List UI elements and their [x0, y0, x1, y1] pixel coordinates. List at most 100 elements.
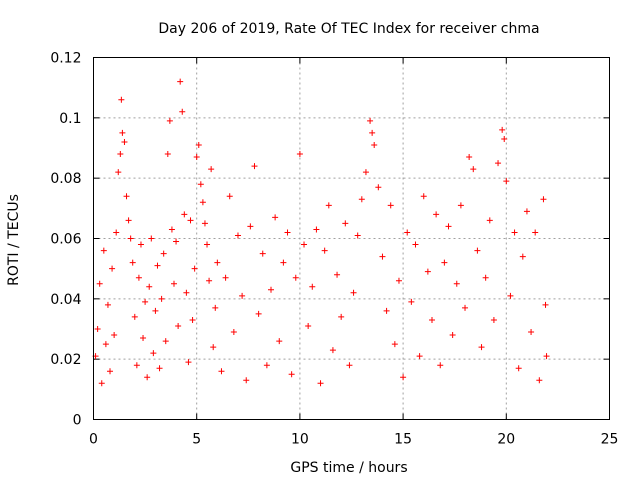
grid [93, 57, 610, 420]
data-point [470, 166, 477, 173]
data-point [263, 362, 270, 369]
data-point [115, 169, 122, 176]
data-point [338, 313, 345, 320]
data-point [428, 316, 435, 323]
y-tick-label: 0.08 [50, 171, 81, 187]
data-point [523, 208, 530, 215]
data-point [536, 377, 543, 384]
x-tick-label: 15 [394, 432, 412, 448]
data-point [214, 259, 221, 266]
data-point [543, 353, 550, 360]
data-point [329, 347, 336, 354]
data-point [395, 277, 402, 284]
x-tick-label: 10 [291, 432, 309, 448]
data-point [474, 247, 481, 254]
data-point [133, 362, 140, 369]
data-point [119, 129, 126, 136]
data-point [160, 250, 167, 257]
data-point [453, 280, 460, 287]
data-point [166, 117, 173, 124]
data-point [532, 229, 539, 236]
data-point [449, 332, 456, 339]
data-point [150, 350, 157, 357]
data-point [499, 126, 506, 133]
data-point [412, 241, 419, 248]
data-point [259, 250, 266, 257]
data-point [137, 241, 144, 248]
data-point [104, 301, 111, 308]
data-point [129, 259, 136, 266]
y-tick-label: 0 [73, 413, 82, 429]
data-point [404, 229, 411, 236]
data-point [113, 229, 120, 236]
data-point [177, 78, 184, 85]
data-point [218, 368, 225, 375]
data-point [204, 241, 211, 248]
data-point [305, 322, 312, 329]
data-point [540, 196, 547, 203]
data-point [111, 332, 118, 339]
y-tick-label: 0.1 [59, 111, 81, 127]
data-point [495, 160, 502, 167]
data-point [142, 298, 149, 305]
data-point [437, 362, 444, 369]
data-point [251, 163, 258, 170]
data-point [127, 235, 134, 242]
data-point [466, 154, 473, 161]
data-point [107, 368, 114, 375]
data-point [342, 220, 349, 227]
data-point [280, 259, 287, 266]
data-point [528, 329, 535, 336]
data-point [191, 265, 198, 272]
data-point [140, 335, 147, 342]
data-point [296, 151, 303, 158]
axis-ticks: 0 5 10 15 20 25 0 0.02 0.04 0.06 0.08 0.1 0.12 [50, 51, 618, 448]
data-point [197, 181, 204, 188]
data-point [433, 211, 440, 218]
data-point [168, 226, 175, 233]
data-point [462, 304, 469, 311]
data-point [369, 129, 376, 136]
data-point [346, 362, 353, 369]
data-point [131, 313, 138, 320]
data-point [201, 220, 208, 227]
data-point [334, 271, 341, 278]
data-point [350, 289, 357, 296]
data-point [301, 241, 308, 248]
data-point [501, 135, 508, 142]
data-point [208, 166, 215, 173]
data-point [503, 178, 510, 185]
data-point [391, 341, 398, 348]
data-point [152, 307, 159, 314]
data-point [239, 292, 246, 299]
y-tick-label: 0.12 [50, 51, 81, 67]
data-point [441, 259, 448, 266]
data-point [96, 280, 103, 287]
data-point [148, 235, 155, 242]
data-point [486, 217, 493, 224]
data-point [400, 374, 407, 381]
data-point [272, 214, 279, 221]
data-point [173, 238, 180, 245]
data-point [195, 141, 202, 148]
data-point [102, 341, 109, 348]
data-point [170, 280, 177, 287]
data-point [230, 329, 237, 336]
data-point [276, 338, 283, 345]
chart-title: Day 206 of 2019, Rate Of TEC Index for r… [158, 21, 539, 37]
data-point [156, 365, 163, 372]
data-point [164, 151, 171, 158]
data-point [125, 217, 132, 224]
data-point [181, 211, 188, 218]
data-point [118, 96, 125, 103]
data-point [507, 292, 514, 299]
data-point [490, 316, 497, 323]
data-point [542, 301, 549, 308]
data-point [154, 262, 161, 269]
data-point [144, 374, 151, 381]
x-tick-label: 25 [601, 432, 619, 448]
data-point [379, 253, 386, 260]
data-point [226, 193, 233, 200]
data-point [424, 268, 431, 275]
